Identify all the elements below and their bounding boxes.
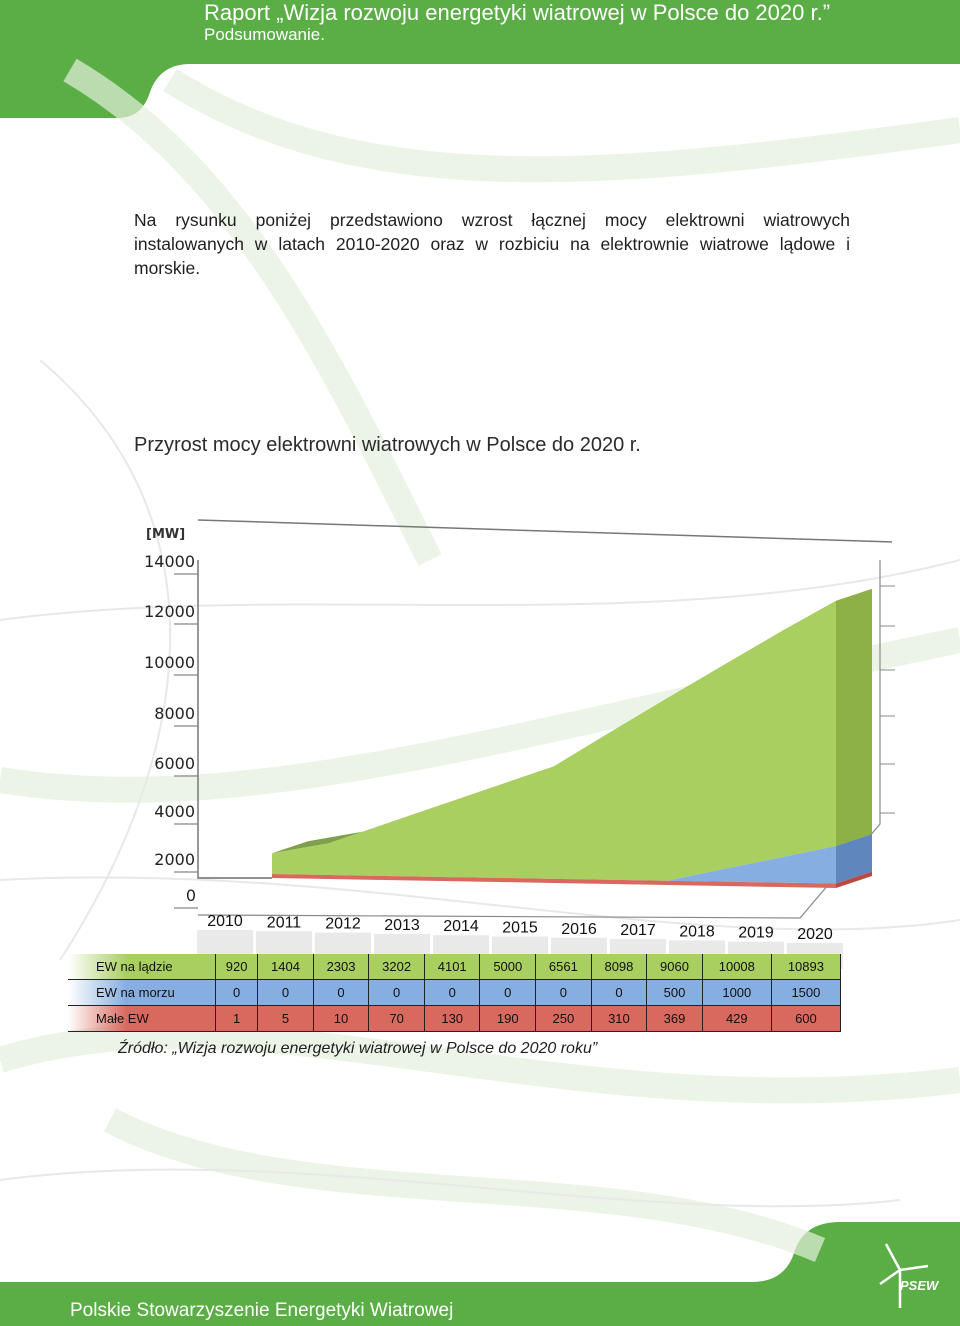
y-tick-label: 2000	[154, 850, 195, 869]
footer-organization: Polskie Stowarzyszenie Energetyki Wiatro…	[70, 1300, 454, 1321]
x-tick-label: 2018	[679, 923, 715, 940]
table-cell: 0	[313, 979, 370, 1006]
series-sea-area	[272, 845, 836, 884]
x-tick-label: 2012	[325, 916, 361, 933]
table-cell: 10	[313, 1005, 370, 1032]
table-cell: 6561	[535, 954, 592, 980]
table-cell: 429	[702, 1005, 772, 1032]
footer-band	[0, 1222, 960, 1326]
series-label: EW na lądzie	[68, 954, 216, 980]
logo-text: PSEW	[900, 1278, 939, 1293]
y-axis-line	[197, 560, 272, 879]
data-table: EW na lądzie 920 1404 2303 3202 4101 5000 6561 8…	[68, 954, 842, 1032]
report-subtitle: Podsumowanie.	[204, 25, 325, 44]
x-tick-label: 2017	[620, 922, 656, 939]
area-chart-3d: 0 2000 4000 6000 8000 10000 12000 14000 [MW] 2010…	[144, 519, 895, 969]
y-tick-label: 10000	[144, 653, 195, 672]
source-note: Źródło: „Wizja rozwoju energetyki wiatro…	[118, 1040, 598, 1057]
x-tick-label: 2015	[502, 920, 538, 937]
table-cell: 1500	[771, 979, 842, 1006]
table-cell: 0	[368, 979, 425, 1006]
back-wall-top	[197, 519, 893, 543]
wind-turbine-icon	[879, 1243, 929, 1308]
chart-title: Przyrost mocy elektrowni wiatrowych w Po…	[134, 434, 641, 456]
table-cell: 10008	[702, 954, 772, 980]
x-tick-label: 2014	[443, 918, 479, 935]
table-cell: 190	[479, 1005, 537, 1032]
table-cell: 1404	[257, 954, 314, 980]
table-cell: 70	[368, 1005, 425, 1032]
y-tick-label: 14000	[144, 552, 195, 571]
table-cell: 0	[257, 979, 314, 1006]
x-tick-label: 2013	[384, 917, 420, 934]
y-tick-label: 6000	[154, 754, 195, 773]
table-cell: 0	[479, 979, 537, 1006]
table-cell: 130	[424, 1005, 481, 1032]
y-tick-label: 12000	[144, 602, 195, 621]
table-cell: 0	[535, 979, 592, 1006]
report-title: Raport „Wizja rozwoju energetyki wiatrow…	[204, 0, 831, 25]
y-tick-label: 8000	[154, 704, 195, 723]
y-tick-label: 4000	[154, 802, 195, 821]
table-row: EW na lądzie 920 1404 2303 3202 4101 5000 6561 8…	[68, 954, 842, 980]
intro-paragraph: Na rysunku poniżej przedstawiono wzrost …	[134, 210, 850, 278]
table-cell: 8098	[591, 954, 648, 980]
series-label: EW na morzu	[68, 979, 216, 1006]
table-cell: 0	[424, 979, 481, 1006]
x-tick-tab	[256, 931, 312, 958]
header-band	[0, 0, 960, 118]
series-sea-side	[836, 833, 872, 884]
table-cell: 10893	[771, 954, 842, 980]
table-cell: 500	[646, 979, 703, 1006]
table-cell: 5000	[479, 954, 537, 980]
table-row: Małe EW 1 5 10 70 130 190 250 310 369 429 600	[68, 1005, 842, 1032]
table-cell: 4101	[424, 954, 481, 980]
table-cell: 5	[257, 1005, 314, 1032]
series-small-area	[272, 873, 836, 888]
table-row: EW na morzu 0 0 0 0 0 0 0 0 500 1000 1500	[68, 979, 842, 1006]
table-cell: 0	[591, 979, 648, 1006]
table-cell: 310	[591, 1005, 648, 1032]
x-tick-label: 2010	[207, 913, 243, 930]
table-cell: 369	[646, 1005, 703, 1032]
y-axis-unit: [MW]	[146, 527, 185, 542]
x-tick-label: 2019	[738, 925, 774, 942]
series-small-side	[836, 871, 872, 888]
x-tick-label: 2011	[267, 914, 302, 931]
x-tick-label: 2020	[797, 926, 833, 943]
series-land-side	[836, 588, 872, 846]
table-cell: 250	[535, 1005, 592, 1032]
x-tick-tab	[197, 930, 253, 956]
series-label: Małe EW	[68, 1005, 216, 1032]
table-cell: 1	[215, 1005, 259, 1032]
table-cell: 1000	[702, 979, 772, 1006]
series-land-area	[272, 600, 836, 881]
table-cell: 920	[215, 954, 259, 980]
x-tick-label: 2016	[561, 921, 597, 938]
y-tick-label: 0	[186, 886, 196, 905]
table-cell: 600	[771, 1005, 842, 1032]
table-cell: 3202	[368, 954, 425, 980]
table-cell: 2303	[313, 954, 370, 980]
table-cell: 0	[215, 979, 259, 1006]
background-lines	[0, 359, 960, 1208]
psew-logo	[879, 1243, 929, 1308]
table-cell: 9060	[646, 954, 703, 980]
